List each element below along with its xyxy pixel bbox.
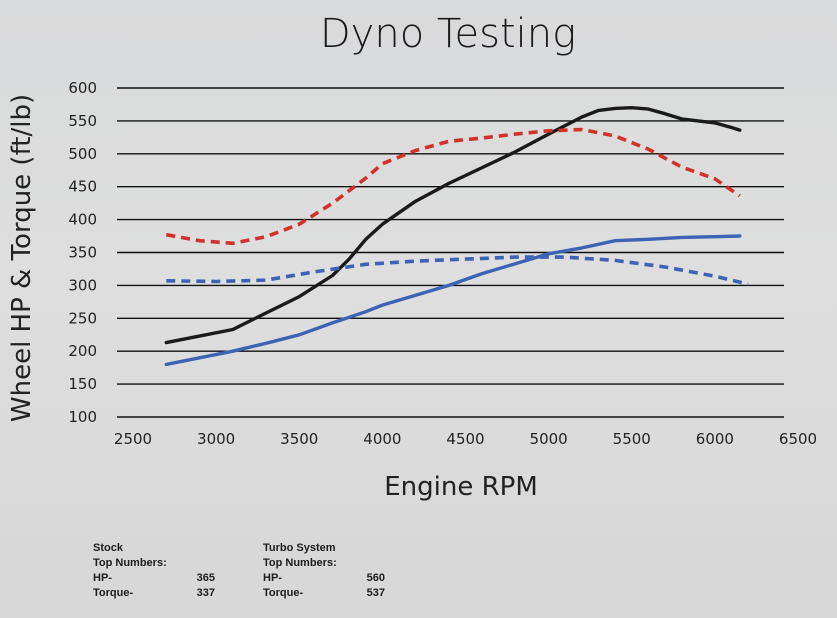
y-tick-label: 600 [68,79,97,97]
turbo-hp-label: HP- [263,572,282,584]
y-tick-label: 300 [68,276,97,294]
y-tick-label: 450 [68,178,97,196]
y-tick-label: 350 [68,244,97,262]
stock-top-numbers: Stock Top Numbers: HP- 365 Torque- 337 [93,541,215,601]
chart-title: Dyno Testing [320,11,576,57]
stock-hp-value: 365 [196,572,215,584]
y-axis-title: Wheel HP & Torque (ft/lb) [7,94,37,422]
stock-torque-value: 337 [196,587,215,599]
turbo-subheading: Top Numbers: [263,557,337,569]
x-tick-labels: 2500 3000 3500 4000 4500 5000 5500 6000 6500 [114,430,817,448]
y-tick-label: 150 [68,375,97,393]
gridlines [117,87,784,418]
series-line-4 [166,255,749,286]
turbo-torque-row: Torque- 537 [263,586,385,601]
stock-hp-row: HP- 365 [93,571,215,586]
x-tick-label: 3000 [197,430,235,448]
turbo-top-numbers: Turbo System Top Numbers: HP- 560 Torque… [263,541,385,601]
x-tick-label: 4000 [363,430,401,448]
x-tick-label: 5500 [613,430,651,448]
stock-torque-label: Torque- [93,587,134,599]
series-line-2 [165,127,741,246]
y-tick-label: 550 [68,112,97,130]
y-tick-label: 100 [68,408,97,426]
x-tick-label: 6500 [779,430,817,448]
series-line-1 [164,105,742,345]
turbo-heading: Turbo System [263,542,336,554]
stock-subheading: Top Numbers: [93,557,167,569]
y-tick-labels: 100 150 200 250 300 350 400 450 500 550 600 [68,79,97,426]
turbo-torque-label: Torque- [263,587,304,599]
turbo-torque-value: 537 [366,587,385,599]
x-tick-label: 2500 [114,430,152,448]
x-tick-label: 6000 [696,430,734,448]
turbo-hp-value: 560 [366,572,385,584]
series-lines [164,105,749,367]
series-line-3 [164,234,742,367]
y-tick-label: 400 [68,211,97,229]
stock-torque-row: Torque- 337 [93,586,215,601]
stock-heading: Stock [93,542,123,554]
y-tick-label: 200 [68,342,97,360]
turbo-hp-row: HP- 560 [263,571,385,586]
stock-hp-label: HP- [93,572,112,584]
x-axis-title: Engine RPM [384,472,538,502]
y-tick-label: 250 [68,309,97,327]
y-tick-label: 500 [68,145,97,163]
x-tick-label: 3500 [280,430,318,448]
x-tick-label: 4500 [446,430,484,448]
x-tick-label: 5000 [530,430,568,448]
